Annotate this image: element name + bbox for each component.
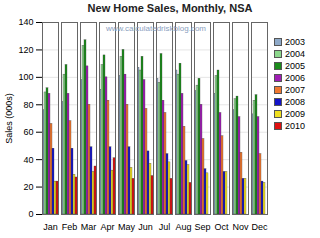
svg-text:40: 40 [23, 155, 33, 165]
html-text:New Home Sales, Monthly, NSA: New Home Sales, Monthly, NSA [87, 2, 253, 14]
svg-text:60: 60 [23, 127, 33, 137]
svg-text:20: 20 [23, 182, 33, 192]
html-text:2006: 2006 [285, 73, 305, 83]
svg-text:Jun: Jun [138, 222, 153, 232]
svg-text:80: 80 [23, 100, 33, 110]
svg-text:Aug: Aug [175, 222, 191, 232]
html-text:2010: 2010 [285, 121, 305, 131]
html-text:2008: 2008 [285, 97, 305, 107]
html-text:2009: 2009 [285, 109, 305, 119]
html-text:2007: 2007 [285, 85, 305, 95]
svg-text:100: 100 [18, 72, 33, 82]
html-text:2004: 2004 [285, 49, 305, 59]
svg-text:Mar: Mar [81, 222, 97, 232]
svg-text:120: 120 [18, 45, 33, 55]
svg-text:0: 0 [28, 209, 33, 219]
svg-text:Sep: Sep [194, 222, 210, 232]
svg-text:Oct: Oct [214, 222, 229, 232]
svg-text:Sales (000s): Sales (000s) [4, 93, 14, 144]
html-text:2005: 2005 [285, 61, 305, 71]
svg-text:May: May [118, 222, 136, 232]
svg-text:Nov: Nov [232, 222, 249, 232]
html-text:2003: 2003 [285, 37, 305, 47]
svg-text:140: 140 [18, 17, 33, 27]
svg-text:Jan: Jan [43, 222, 58, 232]
svg-text:Apr: Apr [100, 222, 114, 232]
svg-text:Jul: Jul [159, 222, 171, 232]
svg-text:Dec: Dec [251, 222, 268, 232]
html-text:www.calculatedriskblog.com: www.calculatedriskblog.com [106, 24, 206, 33]
svg-text:Feb: Feb [62, 222, 78, 232]
